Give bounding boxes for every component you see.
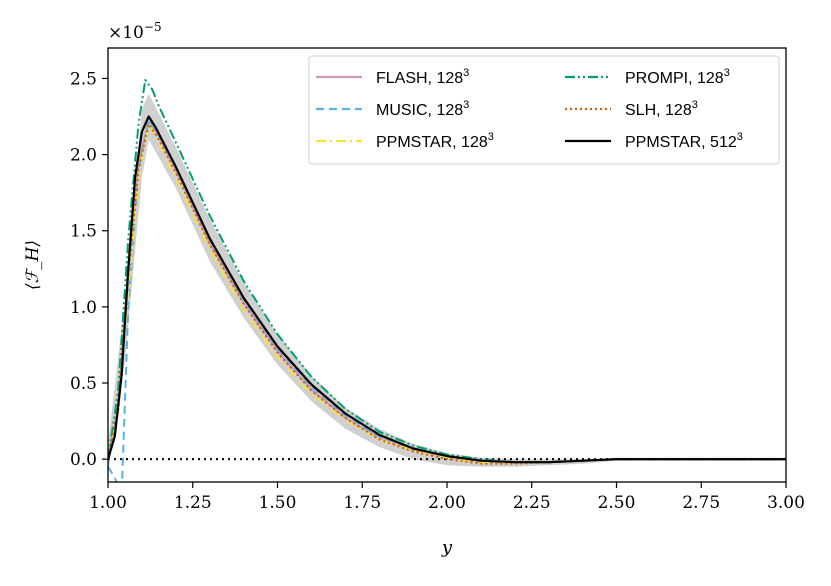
series-layer — [108, 79, 786, 482]
x-tick-label: 3.00 — [767, 493, 805, 513]
y-ticks: 0.0 0.5 1.0 1.5 2.0 2.5 — [70, 69, 108, 470]
x-tick-label: 1.25 — [174, 493, 212, 513]
shaded-band-layer — [108, 93, 786, 475]
y-tick-label: 0.5 — [70, 374, 97, 394]
spread-band — [108, 93, 786, 475]
legend-label: FLASH, 1283 — [376, 67, 469, 87]
y-axis-label: ⟨ℱ_H⟩ — [23, 240, 43, 290]
y-tick-label: 2.5 — [70, 69, 97, 89]
legend-frame — [308, 55, 780, 165]
x-tick-label: 1.75 — [343, 493, 381, 513]
legend-label: PROMPI, 1283 — [625, 67, 730, 87]
x-tick-label: 1.50 — [259, 493, 297, 513]
legend-label: PPMSTAR, 5123 — [625, 131, 743, 151]
legend-label: MUSIC, 1283 — [376, 99, 469, 119]
y-tick-label: 1.0 — [70, 298, 97, 318]
x-tick-label: 2.25 — [513, 493, 551, 513]
series-line-slh-1283 — [108, 123, 786, 465]
y-tick-label: 2.0 — [70, 146, 97, 166]
y-tick-label: 1.5 — [70, 222, 97, 242]
legend-label: PPMSTAR, 1283 — [376, 131, 494, 151]
y-tick-label: 0.0 — [70, 450, 97, 470]
legend-label: SLH, 1283 — [625, 99, 698, 119]
x-tick-label: 1.00 — [89, 493, 127, 513]
legend: FLASH, 1283 MUSIC, 1283 PPMSTAR, 1283 PROMP… — [308, 55, 780, 165]
x-tick-label: 2.00 — [428, 493, 466, 513]
series-line-music-1283 — [108, 118, 786, 482]
series-line-flash-1283 — [108, 120, 786, 464]
x-axis-label: y — [441, 537, 453, 558]
x-ticks: 1.00 1.25 1.50 1.75 2.00 2.25 2.50 2.75 3.00 — [89, 482, 805, 513]
series-line-ppmstar-1283 — [108, 123, 786, 464]
x-tick-label: 2.50 — [598, 493, 636, 513]
y-scale-label: ×10−5 — [108, 20, 162, 43]
y-scale-exponent: −5 — [144, 20, 162, 34]
x-tick-label: 2.75 — [682, 493, 720, 513]
y-scale-base: ×10 — [108, 23, 144, 43]
series-line-ppmstar-5123 — [108, 115, 786, 464]
